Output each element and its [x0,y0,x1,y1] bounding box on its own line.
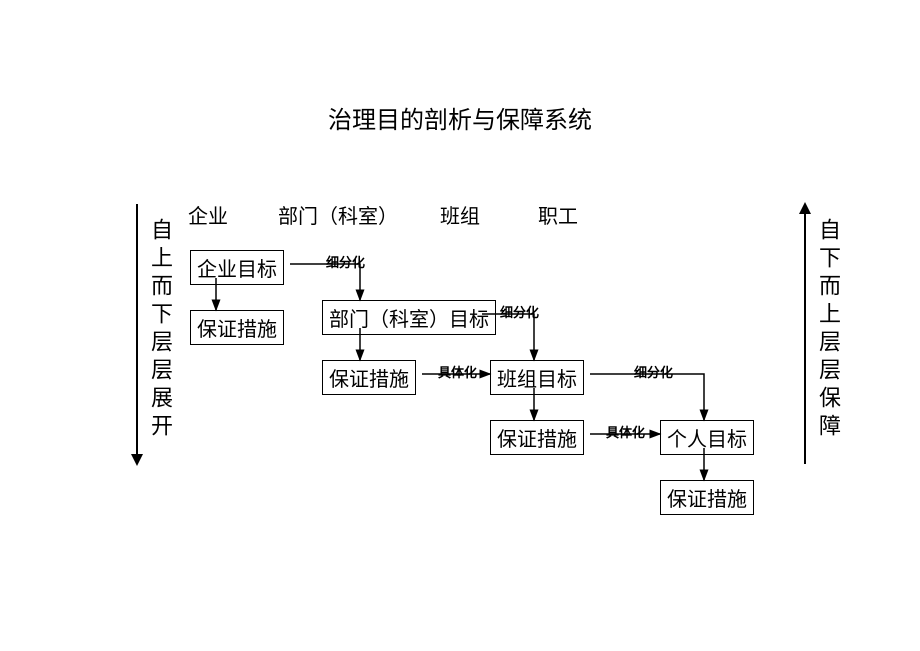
diagram-title: 治理目的剖析与保障系统 [0,100,920,135]
edge-label-n6-n7: 具体化 [606,422,645,441]
node-dept-goal: 部门（科室）目标 [322,300,496,335]
edge-label-n4-n5: 具体化 [438,362,477,381]
node-personal-measure: 保证措施 [660,480,754,515]
node-team-measure: 保证措施 [490,420,584,455]
node-team-goal: 班组目标 [490,360,584,395]
edge-label-n1-n3: 细分化 [326,252,365,271]
column-header-dept: 部门（科室） [278,200,398,229]
node-enterprise-measure: 保证措施 [190,310,284,345]
edge-label-n5-n7: 细分化 [634,362,673,381]
node-enterprise-goal: 企业目标 [190,250,284,285]
left-vertical-label: 自上而下层层展开 [144,218,176,442]
left-vertical-arrow [136,204,138,464]
edge-label-n3-n5: 细分化 [500,302,539,321]
column-header-team: 班组 [440,200,480,229]
right-vertical-label: 自下而上层层保障 [812,218,844,442]
column-header-worker: 职工 [538,200,578,229]
node-personal-goal: 个人目标 [660,420,754,455]
right-vertical-arrow [804,204,806,464]
node-dept-measure: 保证措施 [322,360,416,395]
column-header-enterprise: 企业 [188,200,228,229]
